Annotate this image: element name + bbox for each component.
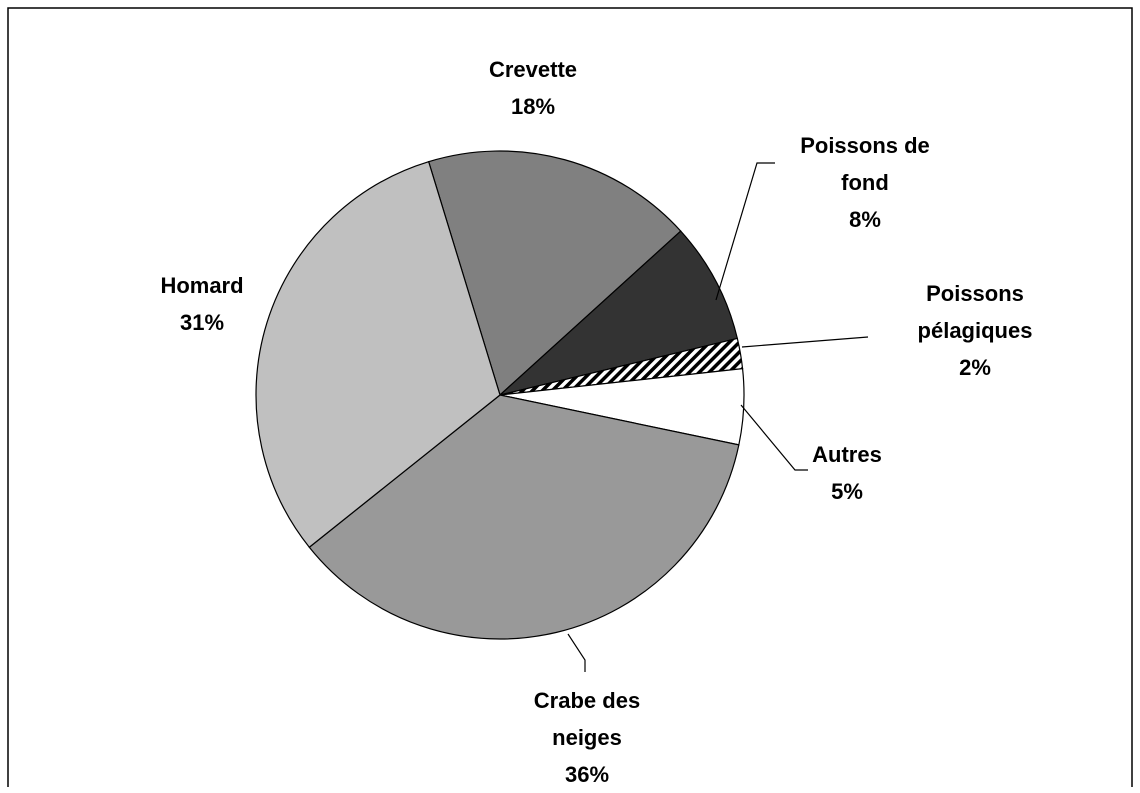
category-name: Poissons pélagiques <box>917 281 1033 343</box>
value-label: 5% <box>831 479 863 504</box>
value-label: 8% <box>849 207 881 232</box>
category-name: Autres <box>812 442 882 467</box>
pie-slice <box>255 160 501 549</box>
slice-label: Poissons pélagiques 2% <box>900 275 1050 386</box>
leader-line <box>740 404 808 471</box>
value-label: 2% <box>959 355 991 380</box>
frame <box>7 7 1133 787</box>
slice-label: Poissons de fond 8% <box>785 127 945 238</box>
value-label: 18% <box>510 94 556 119</box>
leader-lines <box>567 162 869 672</box>
leader-line <box>741 336 869 348</box>
slice-label: Crabe des neiges 36% <box>512 682 662 793</box>
pie-slice <box>427 150 682 397</box>
value-label: 36% <box>564 762 610 787</box>
category-name: Poissons de fond <box>800 133 930 195</box>
category-name: Crevette <box>488 57 578 82</box>
slice-label: Crevette 18% <box>433 51 633 125</box>
pie-slice <box>499 230 739 396</box>
category-name: Homard <box>160 273 244 298</box>
value-label: 31% <box>179 310 225 335</box>
category-name: Crabe des neiges <box>533 688 641 750</box>
pie-slice <box>308 394 740 640</box>
pie <box>255 150 745 640</box>
slice-label: Homard 31% <box>127 267 277 341</box>
leader-line <box>715 162 775 301</box>
slice-label: Autres 5% <box>772 436 922 510</box>
leader-line <box>567 633 586 672</box>
